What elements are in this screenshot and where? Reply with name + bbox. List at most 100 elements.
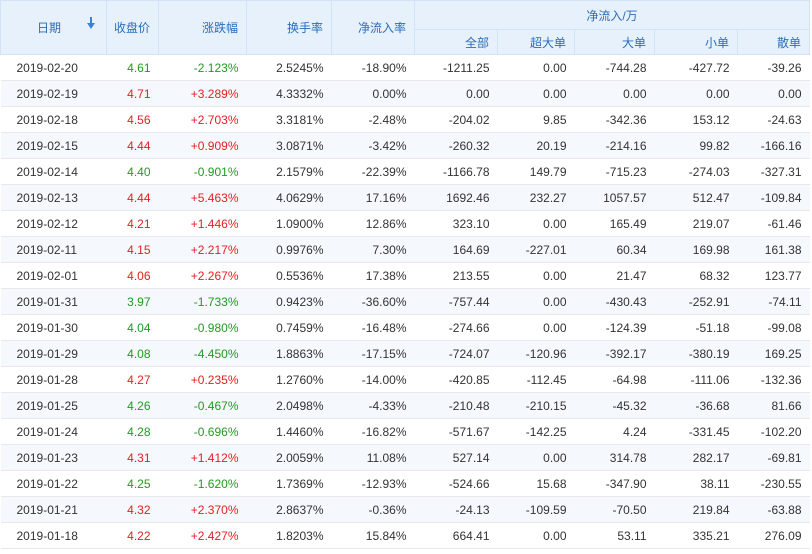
cell-close: 4.08 <box>106 340 159 367</box>
cell-net-ratio: -12.93% <box>331 470 415 497</box>
cell-date: 2019-02-11 <box>0 236 107 263</box>
header-change[interactable]: 涨跌幅 <box>158 0 247 55</box>
cell-net-all: -274.66 <box>414 314 498 341</box>
cell-close: 4.21 <box>106 210 159 237</box>
cell-close: 4.44 <box>106 132 159 159</box>
table-row: 2019-02-19 4.71 +3.289% 4.3332% 0.00% 0.00 0.0… <box>0 80 810 107</box>
cell-net-super: 0.00 <box>497 262 575 289</box>
table-row: 2019-01-31 3.97 -1.733% 0.9423% -36.60% -757.… <box>0 288 810 315</box>
cell-turnover: 2.0498% <box>246 392 332 419</box>
cell-turnover: 2.1579% <box>246 158 332 185</box>
cell-net-super: 0.00 <box>497 80 575 107</box>
cell-net-super: -120.96 <box>497 340 575 367</box>
cell-close: 3.97 <box>106 288 159 315</box>
cell-change: -0.901% <box>158 158 247 185</box>
cell-net-ratio: -14.00% <box>331 366 415 393</box>
header-large[interactable]: 大单 <box>574 29 655 55</box>
cell-net-all: -724.07 <box>414 340 498 367</box>
table-row: 2019-01-25 4.26 -0.467% 2.0498% -4.33% -210.4… <box>0 392 810 419</box>
cell-date: 2019-01-29 <box>0 340 107 367</box>
table-row: 2019-02-12 4.21 +1.446% 1.0900% 12.86% 323.10… <box>0 210 810 237</box>
cell-date: 2019-02-12 <box>0 210 107 237</box>
cell-net-large: -744.28 <box>574 54 655 81</box>
cell-date: 2019-01-31 <box>0 288 107 315</box>
cell-net-super: 0.00 <box>497 444 575 471</box>
cell-net-retail: -63.88 <box>737 496 810 523</box>
cell-change: -0.467% <box>158 392 247 419</box>
cell-close: 4.44 <box>106 184 159 211</box>
cell-net-large: -347.90 <box>574 470 655 497</box>
cell-net-large: -430.43 <box>574 288 655 315</box>
cell-net-super: 0.00 <box>497 288 575 315</box>
cell-net-small: 282.17 <box>654 444 738 471</box>
cell-net-all: -210.48 <box>414 392 498 419</box>
table-row: 2019-01-28 4.27 +0.235% 1.2760% -14.00% -420.… <box>0 366 810 393</box>
cell-net-large: 4.24 <box>574 418 655 445</box>
cell-net-small: 99.82 <box>654 132 738 159</box>
cell-change: -4.450% <box>158 340 247 367</box>
header-turnover[interactable]: 换手率 <box>246 0 332 55</box>
cell-net-all: 1692.46 <box>414 184 498 211</box>
cell-turnover: 0.9976% <box>246 236 332 263</box>
header-close[interactable]: 收盘价 <box>106 0 159 55</box>
cell-net-super: 0.00 <box>497 54 575 81</box>
cell-net-super: -142.25 <box>497 418 575 445</box>
cell-net-ratio: 17.16% <box>331 184 415 211</box>
table-row: 2019-01-18 4.22 +2.427% 1.8203% 15.84% 664.41… <box>0 522 810 549</box>
cell-net-retail: 161.38 <box>737 236 810 263</box>
cell-net-retail: 123.77 <box>737 262 810 289</box>
cell-date: 2019-02-15 <box>0 132 107 159</box>
header-date[interactable]: 日期 <box>0 0 107 55</box>
cell-net-small: 153.12 <box>654 106 738 133</box>
cell-net-large: -342.36 <box>574 106 655 133</box>
table-row: 2019-02-18 4.56 +2.703% 3.3181% -2.48% -204.0… <box>0 106 810 133</box>
cell-date: 2019-02-01 <box>0 262 107 289</box>
cell-net-small: 219.84 <box>654 496 738 523</box>
cell-net-retail: -102.20 <box>737 418 810 445</box>
header-retail[interactable]: 散单 <box>737 29 810 55</box>
cell-close: 4.15 <box>106 236 159 263</box>
cell-net-small: 512.47 <box>654 184 738 211</box>
header-super[interactable]: 超大单 <box>497 29 575 55</box>
cell-net-retail: -166.16 <box>737 132 810 159</box>
cell-net-all: 0.00 <box>414 80 498 107</box>
table-row: 2019-01-30 4.04 -0.980% 0.7459% -16.48% -274.… <box>0 314 810 341</box>
table-row: 2019-01-21 4.32 +2.370% 2.8637% -0.36% -24.13… <box>0 496 810 523</box>
cell-net-retail: 276.09 <box>737 522 810 549</box>
cell-close: 4.28 <box>106 418 159 445</box>
cell-net-super: 9.85 <box>497 106 575 133</box>
header-row-1: 日期 收盘价 涨跌幅 换手率 净流入率 净流入/万 <box>0 0 810 55</box>
cell-net-small: -427.72 <box>654 54 738 81</box>
cell-change: +2.427% <box>158 522 247 549</box>
cell-date: 2019-02-14 <box>0 158 107 185</box>
cell-turnover: 1.8203% <box>246 522 332 549</box>
cell-net-ratio: 11.08% <box>331 444 415 471</box>
cell-net-ratio: -16.82% <box>331 418 415 445</box>
cell-net-super: -210.15 <box>497 392 575 419</box>
cell-net-retail: -39.26 <box>737 54 810 81</box>
cell-turnover: 0.9423% <box>246 288 332 315</box>
cell-net-large: 314.78 <box>574 444 655 471</box>
header-row-2: 全部 超大单 大单 小单 散单 <box>1 29 810 55</box>
cell-net-super: 149.79 <box>497 158 575 185</box>
sort-down-arrow-icon[interactable] <box>87 17 95 29</box>
cell-net-super: -227.01 <box>497 236 575 263</box>
cell-change: -1.733% <box>158 288 247 315</box>
cell-turnover: 2.5245% <box>246 54 332 81</box>
cell-net-all: -204.02 <box>414 106 498 133</box>
header-net-ratio[interactable]: 净流入率 <box>331 0 415 55</box>
cell-net-super: 20.19 <box>497 132 575 159</box>
cell-net-ratio: -16.48% <box>331 314 415 341</box>
cell-net-all: 323.10 <box>414 210 498 237</box>
cell-net-super: 0.00 <box>497 210 575 237</box>
header-all[interactable]: 全部 <box>414 29 498 55</box>
cell-date: 2019-01-25 <box>0 392 107 419</box>
cell-net-retail: -99.08 <box>737 314 810 341</box>
cell-net-large: -392.17 <box>574 340 655 367</box>
table-row: 2019-02-01 4.06 +2.267% 0.5536% 17.38% 213.55… <box>0 262 810 289</box>
cell-net-all: -524.66 <box>414 470 498 497</box>
header-small[interactable]: 小单 <box>654 29 738 55</box>
cell-net-ratio: -36.60% <box>331 288 415 315</box>
cell-close: 4.32 <box>106 496 159 523</box>
cell-net-small: 169.98 <box>654 236 738 263</box>
